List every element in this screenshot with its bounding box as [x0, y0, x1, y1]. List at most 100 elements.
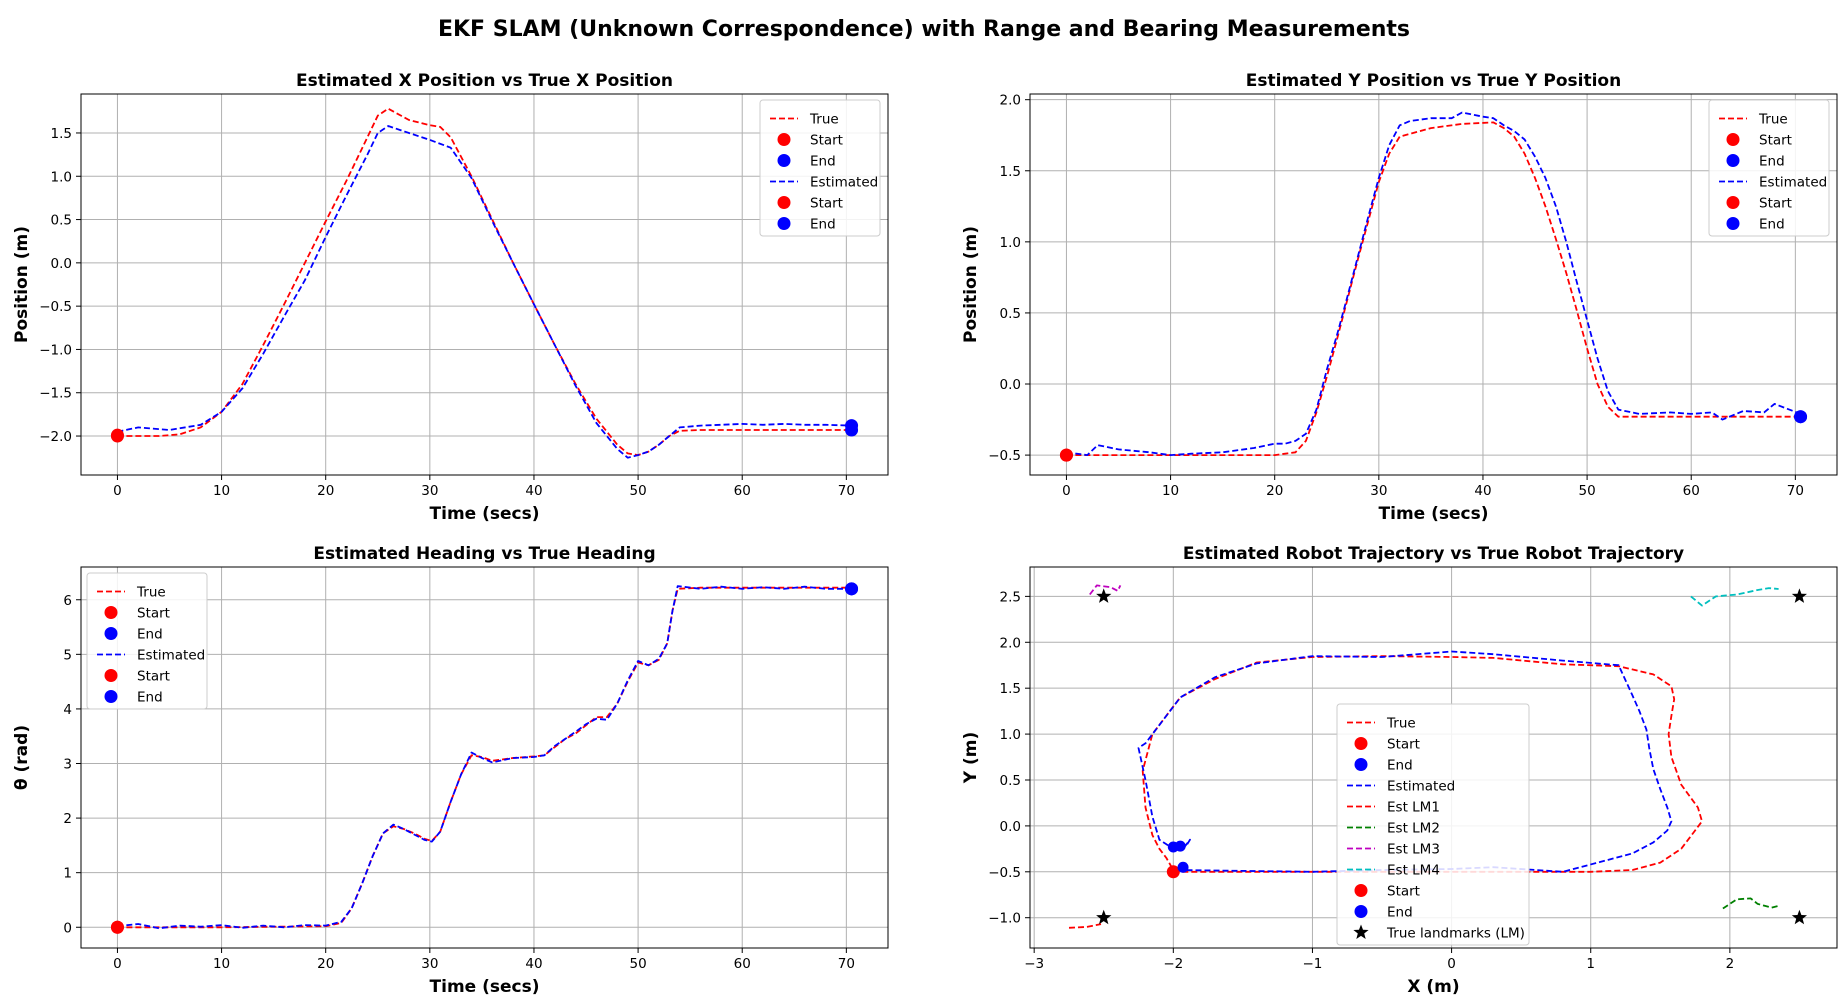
legend: True Start End Estimated Start End [86, 572, 208, 710]
x-tick-label: 50 [629, 483, 646, 499]
y-axis-label: θ (rad) [12, 725, 32, 790]
legend-label: Start [137, 606, 170, 622]
legend-label: End [1759, 154, 1785, 170]
series-line-estimated [117, 585, 852, 930]
true-landmark-marker [1096, 588, 1112, 603]
legend-handle-start [777, 196, 791, 209]
y-tick-label: −1.5 [39, 386, 72, 402]
true-landmark-marker [1791, 588, 1807, 603]
legend-label: Start [810, 196, 843, 212]
legend: True Start End Estimated Est LM1 Est LM2 Est L… [1336, 703, 1530, 946]
start-marker [110, 920, 124, 934]
legend-handle-end [104, 627, 118, 640]
x-axis-label: Time (secs) [430, 504, 540, 524]
y-tick-label: 0.0 [1000, 819, 1021, 835]
start-marker [1166, 865, 1180, 879]
x-position-chart: 0 10 20 30 40 50 60 70 −2.0 −1.5 −1.0 −0.5 0.0 0.5 1.0… [12, 71, 889, 524]
x-tick-label: 40 [1474, 483, 1491, 499]
legend-label: Est LM2 [1387, 821, 1440, 837]
y-tick-label: 0.0 [51, 256, 72, 272]
end-marker [1177, 861, 1189, 873]
y-tick-label: 1 [63, 866, 72, 882]
legend-handle-start [777, 133, 791, 146]
y-tick-label: 1.0 [51, 169, 72, 185]
legend-label: Estimated [810, 175, 878, 191]
x-tick-label: 20 [1266, 483, 1283, 499]
legend-handle-start [104, 606, 118, 619]
legend-label: End [1387, 758, 1413, 774]
x-tick-label: 60 [734, 483, 751, 499]
plot-area [1059, 111, 1808, 462]
x-tick-label: 30 [421, 483, 438, 499]
legend-label: Estimated [1387, 779, 1455, 795]
axes-frame [80, 566, 889, 949]
x-axis-label: Time (secs) [430, 977, 540, 997]
x-tick-label: 10 [213, 483, 230, 499]
legend-handle-start [1726, 133, 1740, 146]
legend-label: Start [137, 669, 170, 685]
y-tick-label: 0.5 [1000, 306, 1021, 322]
x-tick-label: 70 [838, 956, 855, 972]
y-tick-label: −0.5 [39, 299, 72, 315]
y-tick-label: −0.5 [988, 865, 1021, 881]
legend-handle-landmark [1353, 924, 1369, 939]
y-tick-label: 0.5 [51, 213, 72, 229]
panel-title: Estimated Y Position vs True Y Position [1246, 71, 1621, 91]
legend-handle-start [1354, 737, 1368, 750]
x-tick-label: 10 [213, 956, 230, 972]
true-landmark-marker [1791, 909, 1807, 925]
start-marker [1059, 448, 1073, 462]
legend-label: True [1386, 716, 1416, 732]
legend-label: Start [1387, 884, 1420, 900]
legend-handle-start [104, 669, 118, 682]
series-line-true [117, 586, 852, 929]
legend-label: Start [1759, 196, 1792, 212]
legend-label: Start [1387, 737, 1420, 753]
legend-label: True [136, 585, 166, 601]
y-tick-label: 0.0 [1000, 377, 1021, 393]
series-line-true [1141, 655, 1703, 873]
legend-label: Est LM1 [1387, 800, 1440, 816]
y-tick-label: 1.0 [1000, 727, 1021, 743]
x-tick-label: 10 [1162, 483, 1179, 499]
legend-handle-end [1354, 758, 1368, 771]
y-tick-label: 1.5 [51, 126, 72, 142]
legend-label: Estimated [137, 648, 205, 664]
legend-label: End [810, 154, 836, 170]
x-axis-label: X (m) [1407, 977, 1459, 997]
legend-label: End [137, 627, 163, 643]
y-axis-label: Position (m) [12, 226, 32, 343]
figure-title: EKF SLAM (Unknown Correspondence) with R… [438, 17, 1410, 42]
x-axis-label: Time (secs) [1379, 504, 1489, 524]
legend-handle-start [1354, 884, 1368, 897]
y-tick-label: 0.5 [1000, 773, 1021, 789]
series-line-true [1066, 121, 1801, 456]
y-tick-label: −0.5 [988, 448, 1021, 464]
x-tick-label: −3 [1024, 956, 1044, 972]
legend-handle-end [1726, 154, 1740, 167]
series-line-estimated [1137, 650, 1673, 873]
legend-label: End [137, 690, 163, 706]
true-landmark-marker [1096, 909, 1112, 925]
y-tick-label: 1.5 [1000, 164, 1021, 180]
legend-handle-end [104, 690, 118, 703]
series-line-est-lm1 [1068, 923, 1102, 929]
x-tick-label: 0 [1062, 483, 1071, 499]
y-tick-label: 2.5 [1000, 589, 1021, 605]
panel-title: Estimated Robot Trajectory vs True Robot… [1183, 544, 1684, 564]
y-axis-label: Position (m) [961, 226, 981, 343]
legend-label: Start [1759, 133, 1792, 149]
x-tick-label: 50 [1578, 483, 1595, 499]
series-line-est-lm2 [1722, 897, 1779, 910]
end-marker [1794, 410, 1808, 424]
panel-title: Estimated X Position vs True X Position [296, 71, 673, 91]
x-tick-label: 20 [317, 956, 334, 972]
legend: True Start End Estimated Start End [1708, 99, 1830, 237]
x-tick-label: 40 [525, 483, 542, 499]
x-tick-label: 2 [1726, 956, 1735, 972]
legend-handle-end [1354, 905, 1368, 918]
y-tick-label: 1.5 [1000, 681, 1021, 697]
legend-label: Estimated [1759, 175, 1827, 191]
axes-frame [1029, 93, 1838, 476]
